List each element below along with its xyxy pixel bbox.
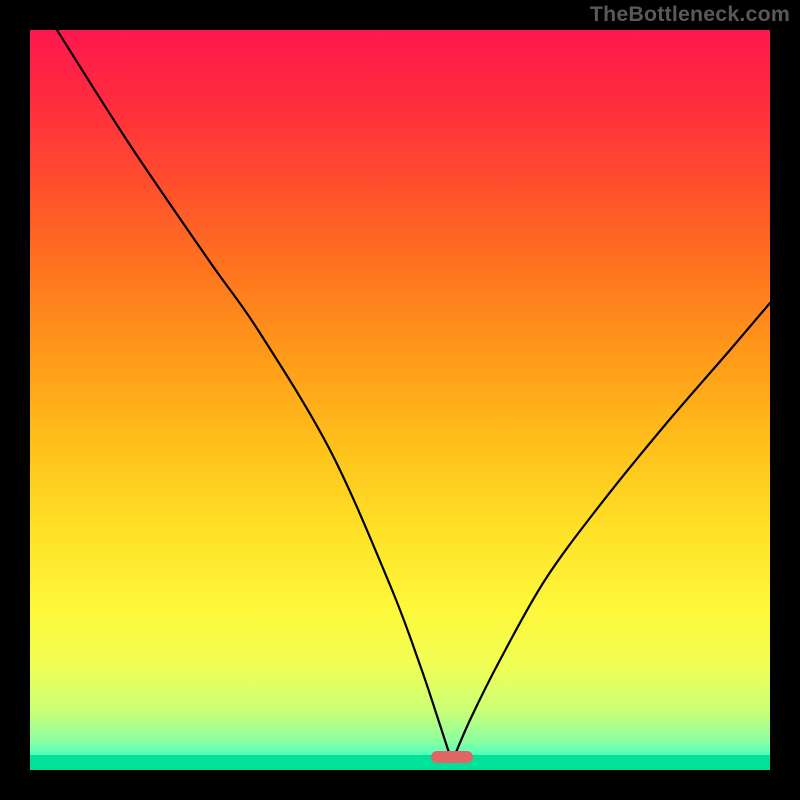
plot-background [30,30,770,770]
chart-stage: TheBottleneck.com [0,0,800,800]
chart-svg [0,0,800,800]
bottom-band [30,755,770,770]
watermark-text: TheBottleneck.com [590,2,790,27]
valley-marker [431,751,473,763]
